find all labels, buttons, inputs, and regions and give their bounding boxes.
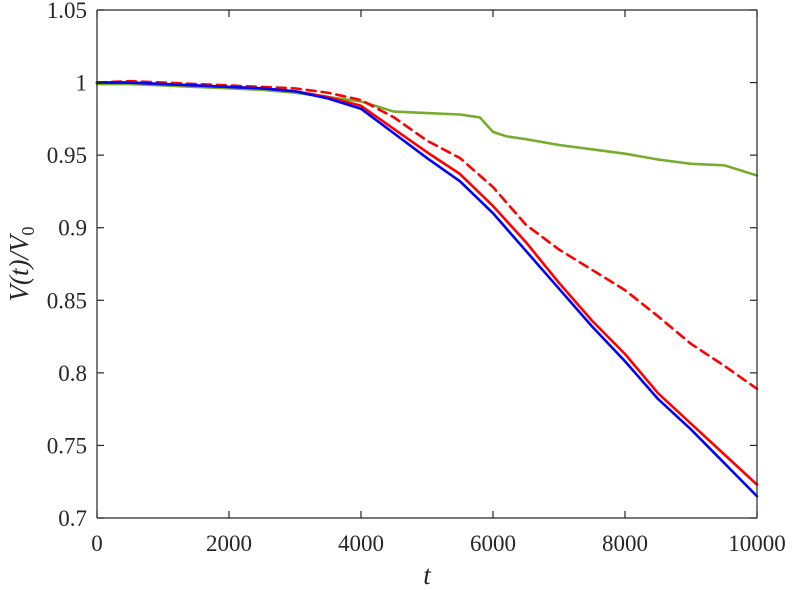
y-axis-label-part: V( (4, 274, 34, 301)
y-tick-label: 0.75 (47, 433, 87, 458)
y-axis-label-part: )/V (4, 232, 34, 270)
plot-background (97, 10, 757, 518)
ticks-layer: 0 2000 4000 6000 8000 10000 0.7 0.75 0.8 0.85 0.9 0… (47, 0, 786, 556)
series-line-2 (95, 79, 759, 391)
x-tick-label: 4000 (338, 531, 384, 556)
x-tick-label: 6000 (470, 531, 516, 556)
y-tick-label: 0.9 (58, 216, 87, 241)
y-tick-label: 0.95 (47, 143, 87, 168)
series-layer (95, 79, 759, 498)
x-tick-label: 10000 (728, 531, 786, 556)
y-axis-label-part: t (4, 267, 34, 276)
y-tick-label: 0.7 (58, 506, 87, 531)
series-line-1 (95, 82, 759, 177)
y-tick-label: 0.85 (47, 288, 87, 313)
y-axis-label: V(t)/V0 (4, 227, 38, 302)
x-tick-label: 2000 (206, 531, 252, 556)
x-tick-label: 8000 (602, 531, 648, 556)
y-tick-label: 0.8 (58, 361, 87, 386)
y-tick-label: 1 (76, 71, 88, 96)
axes-layer (96, 9, 758, 519)
x-axis-label: t (423, 560, 432, 590)
y-tick-label: 1.05 (47, 0, 87, 23)
x-tick-label: 0 (91, 531, 103, 556)
y-axis-label-subscript: 0 (18, 227, 38, 236)
series-line-4 (95, 81, 759, 498)
